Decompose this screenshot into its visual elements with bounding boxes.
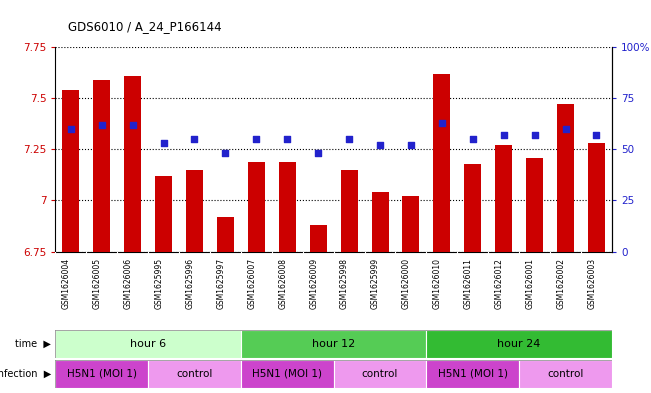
Text: GSM1626008: GSM1626008	[278, 258, 287, 309]
Bar	[372, 192, 389, 252]
Point	[66, 126, 76, 132]
Bar	[55, 360, 148, 388]
Point	[375, 142, 385, 149]
Bar	[588, 143, 605, 252]
Point	[313, 150, 324, 156]
Text: H5N1 (MOI 1): H5N1 (MOI 1)	[66, 369, 137, 379]
Point	[189, 136, 200, 142]
Text: GSM1626007: GSM1626007	[247, 258, 256, 309]
Bar	[124, 76, 141, 252]
Text: GSM1626006: GSM1626006	[124, 258, 133, 309]
Bar	[340, 170, 357, 252]
Text: control: control	[362, 369, 398, 379]
Bar	[186, 170, 203, 252]
Bar	[526, 158, 543, 252]
Point	[220, 150, 230, 156]
Text: GSM1625999: GSM1625999	[371, 258, 380, 309]
Bar	[519, 360, 612, 388]
Bar	[93, 80, 110, 252]
Text: GSM1626010: GSM1626010	[433, 258, 442, 309]
Text: time  ▶: time ▶	[15, 339, 51, 349]
Bar	[310, 225, 327, 252]
Bar	[434, 74, 450, 252]
Text: GSM1625995: GSM1625995	[154, 258, 163, 309]
Bar	[155, 176, 172, 252]
Text: GSM1626000: GSM1626000	[402, 258, 411, 309]
Point	[282, 136, 292, 142]
Text: GSM1626005: GSM1626005	[92, 258, 102, 309]
Text: infection  ▶: infection ▶	[0, 369, 51, 379]
Point	[467, 136, 478, 142]
Point	[561, 126, 571, 132]
Point	[96, 122, 107, 128]
Text: H5N1 (MOI 1): H5N1 (MOI 1)	[437, 369, 508, 379]
Bar	[279, 162, 296, 252]
Bar	[426, 360, 519, 388]
Bar	[62, 90, 79, 252]
Point	[158, 140, 169, 146]
Bar	[248, 162, 265, 252]
Text: GSM1625998: GSM1625998	[340, 258, 349, 309]
Text: GSM1625997: GSM1625997	[216, 258, 225, 309]
Point	[437, 119, 447, 126]
Text: control: control	[176, 369, 213, 379]
Text: hour 6: hour 6	[130, 339, 166, 349]
Bar	[241, 360, 333, 388]
Text: GSM1626003: GSM1626003	[587, 258, 596, 309]
Point	[529, 132, 540, 138]
Bar	[241, 330, 426, 358]
Bar	[464, 163, 481, 252]
Point	[499, 132, 509, 138]
Bar	[495, 145, 512, 252]
Text: GSM1625996: GSM1625996	[186, 258, 195, 309]
Text: GSM1626004: GSM1626004	[62, 258, 71, 309]
Point	[344, 136, 354, 142]
Text: GSM1626011: GSM1626011	[464, 258, 473, 309]
Point	[406, 142, 416, 149]
Text: GSM1626009: GSM1626009	[309, 258, 318, 309]
Text: H5N1 (MOI 1): H5N1 (MOI 1)	[252, 369, 322, 379]
Bar	[333, 360, 426, 388]
Bar	[148, 360, 241, 388]
Point	[591, 132, 602, 138]
Bar	[217, 217, 234, 252]
Text: GSM1626012: GSM1626012	[495, 258, 504, 309]
Text: hour 24: hour 24	[497, 339, 541, 349]
Bar	[557, 105, 574, 252]
Bar	[426, 330, 612, 358]
Text: control: control	[547, 369, 584, 379]
Point	[128, 122, 138, 128]
Text: hour 12: hour 12	[312, 339, 355, 349]
Text: GSM1626001: GSM1626001	[525, 258, 534, 309]
Point	[251, 136, 262, 142]
Bar	[55, 330, 241, 358]
Text: GSM1626002: GSM1626002	[557, 258, 566, 309]
Bar	[402, 196, 419, 252]
Text: GDS6010 / A_24_P166144: GDS6010 / A_24_P166144	[68, 20, 222, 33]
